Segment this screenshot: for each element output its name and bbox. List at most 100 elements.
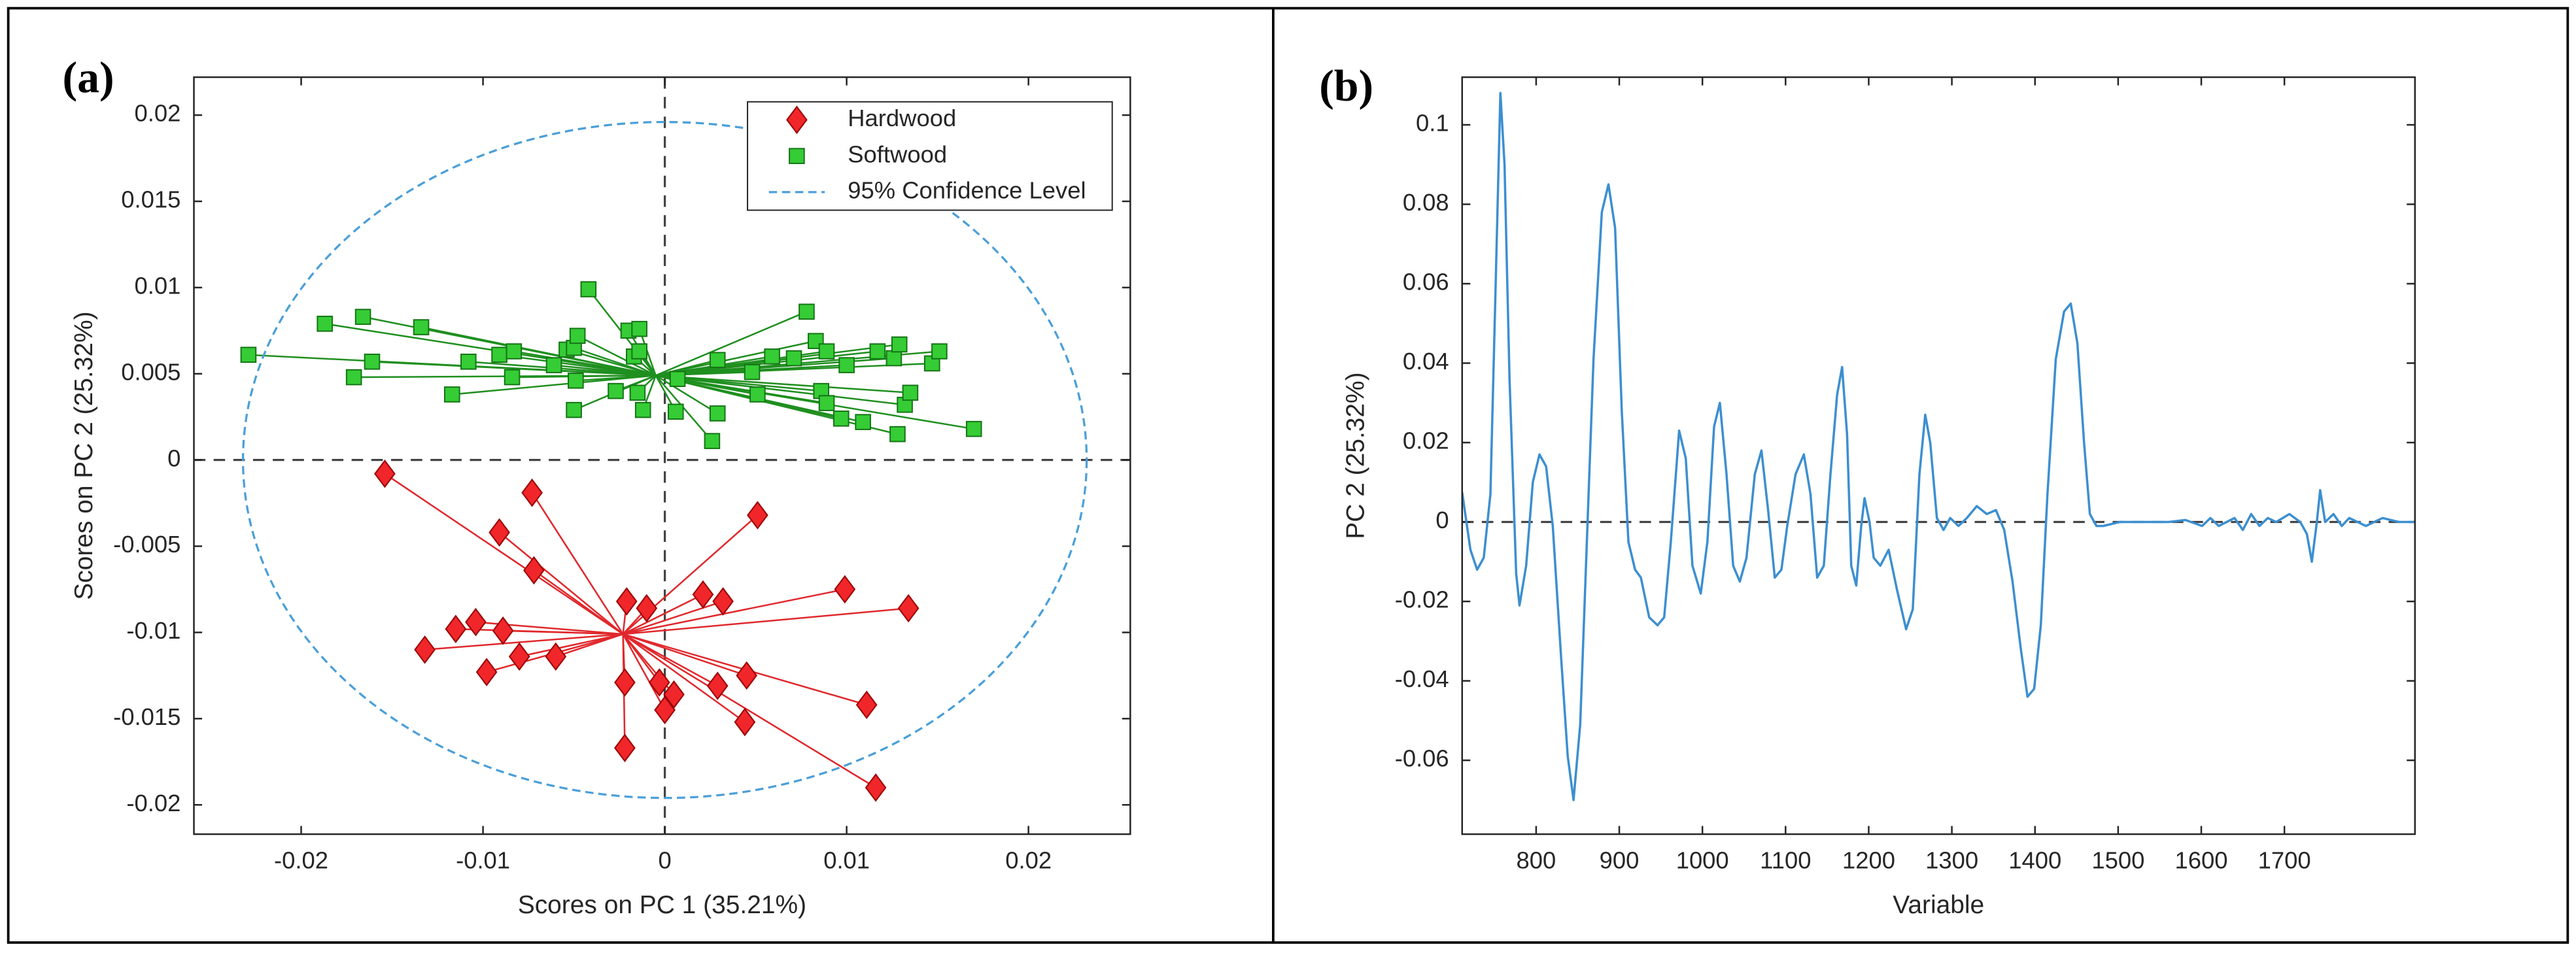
x-axis-label: Scores on PC 1 (35.21%): [518, 891, 806, 919]
centroid-link: [622, 633, 666, 711]
centroid-link: [655, 375, 974, 430]
centroid-link: [424, 633, 623, 651]
point: [838, 357, 855, 373]
point: [734, 707, 756, 737]
x-tick-label: 1600: [2175, 847, 2228, 873]
y-tick-label: -0.005: [113, 531, 180, 558]
y-tick-label: 0.005: [121, 358, 180, 385]
axes-box: [1461, 76, 2416, 835]
chart-scatter: -0.02 -0.01 0 0.01 0.02 -0.02 -0.015 -0.01 -0.00…: [63, 53, 1131, 919]
y-tick-label: 0.02: [135, 100, 181, 127]
y-axis-label: PC 2 (25.32%): [1341, 372, 1369, 539]
point: [465, 607, 487, 637]
point: [785, 350, 802, 367]
centroid-link: [655, 311, 807, 377]
y-tick-label: 0.02: [1403, 428, 1449, 454]
centroid-link: [519, 633, 623, 658]
loading-line: [1462, 92, 2415, 801]
x-tick-label: 1500: [2091, 847, 2144, 873]
panel-label: (b): [1319, 61, 1373, 110]
point: [491, 346, 507, 363]
x-tick-label: 0.01: [823, 847, 870, 873]
point: [580, 281, 597, 297]
point: [818, 395, 835, 411]
point: [523, 556, 545, 585]
y-tick-label: 0: [1435, 507, 1449, 533]
point: [545, 357, 562, 373]
y-tick-label: 0.015: [121, 186, 180, 213]
point: [663, 680, 685, 709]
centroid-link: [623, 607, 909, 635]
point: [492, 616, 514, 645]
point: [704, 433, 721, 449]
legend-marker: [789, 148, 805, 164]
plot-area: [1462, 92, 2415, 801]
point: [413, 319, 430, 335]
y-axis-label: Scores on PC 2 (25.32%): [70, 311, 98, 599]
x-tick-label: 1200: [1842, 847, 1895, 873]
y-tick-label: 0.1: [1416, 110, 1449, 137]
point: [506, 343, 523, 360]
y-tick-label: 0.08: [1403, 189, 1449, 216]
point: [615, 587, 638, 616]
centroid-link: [655, 340, 816, 377]
x-tick-label: 0: [658, 847, 671, 873]
centroid-link: [512, 375, 656, 378]
y-tick-label: 0.06: [1403, 269, 1449, 295]
x-tick-label: 1300: [1925, 847, 1978, 873]
point: [654, 696, 676, 724]
point: [818, 343, 835, 360]
point: [865, 773, 887, 802]
point: [747, 501, 768, 529]
point: [669, 371, 686, 388]
point: [667, 403, 684, 420]
point: [317, 315, 333, 332]
point: [345, 369, 362, 386]
centroid-link: [498, 531, 624, 635]
axes-box: [193, 76, 1131, 835]
y-tick-label: -0.06: [1395, 745, 1449, 772]
point: [374, 460, 396, 488]
centroid-link: [533, 569, 624, 635]
point: [240, 346, 257, 363]
point: [855, 690, 878, 720]
confidence-ellipse: [241, 121, 1088, 799]
y-tick-label: -0.01: [126, 617, 180, 644]
point: [855, 414, 871, 430]
point: [636, 594, 658, 623]
legend-label: Softwood: [848, 141, 947, 167]
x-tick-label: -0.02: [274, 847, 328, 873]
point: [443, 386, 460, 403]
centroid-link: [623, 588, 846, 635]
point: [902, 384, 919, 401]
point: [965, 420, 982, 437]
point: [634, 401, 651, 418]
point: [897, 594, 919, 623]
centroid-link: [574, 347, 657, 377]
point: [736, 661, 758, 690]
point: [569, 327, 586, 344]
point: [631, 343, 647, 360]
centroid-link: [655, 375, 713, 442]
centroid-link: [503, 630, 623, 635]
point: [706, 671, 729, 701]
legend-marker: [786, 105, 808, 135]
y-tick-label: 0.04: [1403, 348, 1449, 375]
point: [749, 386, 766, 403]
chart-line: 800 900 1000 1100 1200 1300 1400 1500 1600 1700 -0…: [1319, 61, 2416, 919]
centroid-link: [575, 375, 656, 382]
centroid-link: [371, 361, 656, 377]
centroid-link: [623, 633, 747, 677]
panel-label: (a): [63, 53, 114, 102]
legend-label: 95% Confidence Level: [848, 177, 1086, 204]
centroid-link: [553, 364, 656, 377]
point: [566, 401, 582, 418]
centroid-link: [623, 600, 723, 635]
point: [692, 580, 714, 609]
y-tick-label: -0.04: [1395, 665, 1449, 692]
point: [614, 668, 636, 697]
y-tick-label: -0.02: [126, 790, 180, 816]
point: [885, 350, 902, 367]
centroid-link: [623, 594, 704, 635]
